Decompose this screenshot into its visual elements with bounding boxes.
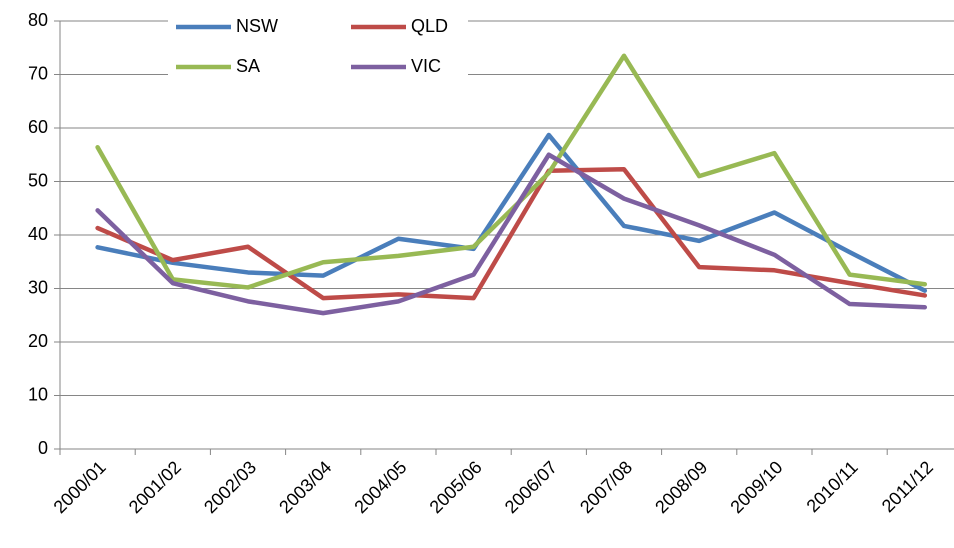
series-line bbox=[95, 152, 928, 316]
x-tick-label: 2005/06 bbox=[426, 457, 486, 517]
x-tick-label: 2008/09 bbox=[651, 457, 711, 517]
legend-label: VIC bbox=[411, 56, 441, 76]
x-tick-label: 2001/02 bbox=[125, 457, 185, 517]
series-line bbox=[95, 53, 928, 290]
x-tick-label: 2010/11 bbox=[803, 457, 862, 516]
x-tick-label: 2007/08 bbox=[576, 457, 636, 517]
series-line bbox=[95, 166, 928, 301]
y-tick-label: 10 bbox=[28, 384, 48, 404]
legend-box bbox=[168, 8, 468, 86]
x-tick-label: 2003/04 bbox=[275, 457, 335, 517]
legend-label: QLD bbox=[411, 16, 448, 36]
y-tick-label: 60 bbox=[28, 117, 48, 137]
x-tick-label: 2004/05 bbox=[350, 457, 410, 517]
y-tick-label: 20 bbox=[28, 331, 48, 351]
x-tick-label: 2006/07 bbox=[501, 457, 561, 517]
x-tick-label: 2002/03 bbox=[200, 457, 260, 517]
x-tick-label: 2011/12 bbox=[878, 457, 937, 516]
y-tick-label: 50 bbox=[28, 170, 48, 190]
legend-label: NSW bbox=[236, 16, 278, 36]
legend-label: SA bbox=[236, 56, 260, 76]
y-tick-label: 70 bbox=[28, 63, 48, 83]
x-tick-label: 2009/10 bbox=[726, 457, 786, 517]
y-tick-label: 40 bbox=[28, 224, 48, 244]
y-tick-label: 0 bbox=[38, 438, 48, 458]
x-tick-label: 2000/01 bbox=[50, 457, 110, 517]
y-tick-label: 30 bbox=[28, 277, 48, 297]
y-tick-label: 80 bbox=[28, 10, 48, 30]
series-line bbox=[95, 132, 928, 293]
